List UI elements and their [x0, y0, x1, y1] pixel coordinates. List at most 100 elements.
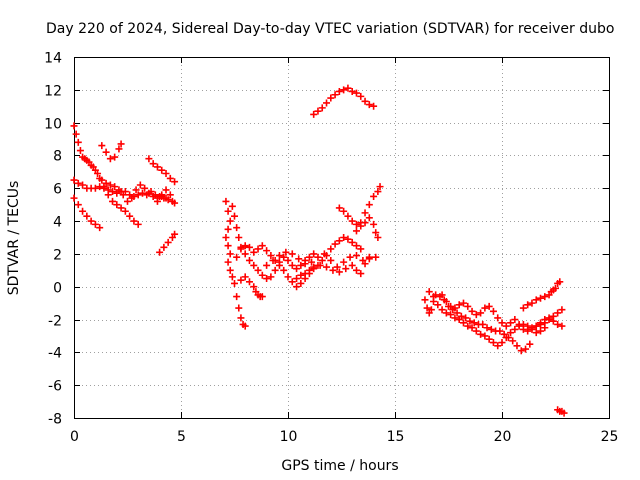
data-point	[502, 334, 510, 342]
data-point	[162, 194, 170, 202]
data-point	[233, 293, 241, 301]
x-tick-label: 15	[387, 429, 405, 445]
data-point	[111, 153, 119, 161]
y-tick-label: -2	[48, 314, 62, 330]
data-point	[554, 320, 562, 328]
data-points	[70, 84, 568, 417]
data-point	[372, 229, 380, 237]
y-tick-label: 0	[53, 281, 62, 297]
data-point	[357, 92, 365, 100]
data-point	[160, 243, 168, 251]
data-point	[372, 253, 380, 261]
data-point	[485, 302, 493, 310]
series-arc-14	[293, 253, 373, 283]
data-point	[489, 339, 497, 347]
series-arc-1	[70, 122, 142, 228]
data-point	[348, 217, 356, 225]
series-arc-7	[153, 186, 179, 207]
data-point	[293, 283, 301, 291]
data-point	[545, 316, 553, 324]
data-point	[245, 278, 253, 286]
data-point	[145, 155, 153, 163]
data-point	[487, 325, 495, 333]
y-tick-label: 10	[44, 117, 62, 133]
data-point	[477, 330, 485, 338]
series-arc-10	[228, 202, 318, 283]
data-point	[76, 147, 84, 155]
data-point	[295, 255, 303, 263]
data-point	[235, 304, 243, 312]
data-point	[233, 224, 241, 232]
data-point	[423, 304, 431, 312]
data-point	[106, 181, 114, 189]
data-point	[365, 101, 373, 109]
data-point	[517, 347, 525, 355]
data-point	[70, 194, 78, 202]
data-point	[335, 268, 343, 276]
axis-ticks: 0 5 10 15 20 25 -8 -6 -4 -2 0 2 4 6 8 10 12 14	[44, 51, 618, 446]
data-point	[365, 201, 373, 209]
data-point	[541, 293, 549, 301]
data-point	[357, 219, 365, 227]
data-point	[100, 184, 108, 192]
data-point	[241, 322, 249, 330]
data-point	[342, 265, 350, 273]
data-point	[271, 266, 279, 274]
data-point	[275, 252, 283, 260]
data-point	[237, 314, 245, 322]
data-point	[464, 302, 472, 310]
data-point	[134, 191, 142, 199]
x-tick-label: 20	[494, 429, 512, 445]
chart-title: Day 220 of 2024, Sidereal Day-to-day VTE…	[46, 21, 614, 37]
data-point	[549, 312, 557, 320]
data-point	[507, 329, 515, 337]
data-point	[361, 209, 369, 217]
data-point	[558, 306, 566, 314]
data-point	[297, 279, 305, 287]
data-point	[301, 260, 309, 268]
data-point	[269, 256, 277, 264]
data-point	[280, 266, 288, 274]
data-point	[537, 294, 545, 302]
data-point	[134, 220, 142, 228]
data-point	[346, 253, 354, 261]
data-point	[145, 189, 153, 197]
data-point	[442, 297, 450, 305]
data-point	[552, 284, 559, 292]
data-point	[263, 261, 271, 269]
data-point	[132, 186, 140, 194]
data-point	[96, 183, 104, 191]
data-point	[438, 291, 446, 299]
data-point	[554, 309, 562, 317]
series-arc-20	[438, 291, 566, 335]
data-point	[171, 230, 179, 238]
data-point	[124, 197, 131, 205]
data-point	[498, 319, 506, 327]
data-point	[365, 214, 373, 222]
data-point	[284, 256, 292, 264]
x-tick-label: 5	[177, 429, 186, 445]
data-point	[352, 266, 360, 274]
series-arc-18	[421, 291, 534, 355]
data-point	[153, 197, 161, 205]
data-point	[228, 202, 236, 210]
data-point	[502, 322, 510, 330]
data-point	[233, 253, 241, 261]
data-point	[263, 275, 271, 283]
data-point	[430, 293, 438, 301]
data-point	[470, 319, 478, 327]
data-point	[267, 252, 275, 260]
data-point	[511, 316, 519, 324]
data-point	[472, 311, 480, 319]
data-point	[365, 253, 373, 261]
data-point	[318, 104, 326, 112]
data-point	[453, 309, 461, 317]
data-point	[455, 316, 463, 324]
data-point	[70, 176, 78, 184]
data-point	[331, 91, 339, 99]
data-point	[72, 130, 80, 138]
data-point	[254, 245, 262, 253]
data-point	[537, 327, 545, 335]
data-point	[245, 243, 253, 251]
data-point	[459, 319, 467, 327]
